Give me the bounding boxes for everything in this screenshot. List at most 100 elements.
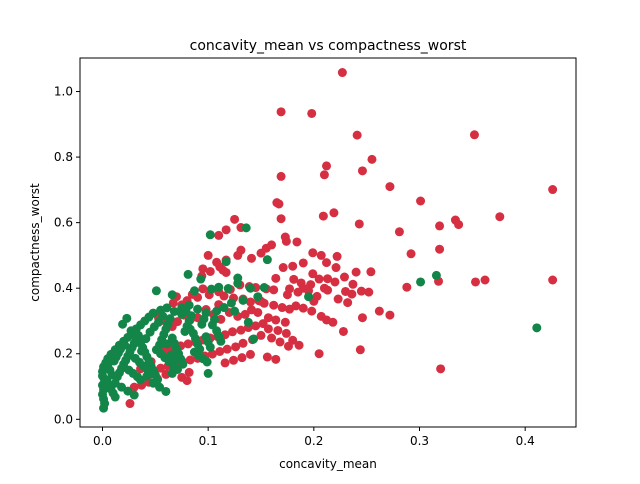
scatter-point xyxy=(249,334,259,344)
scatter-point xyxy=(316,250,326,260)
scatter-point xyxy=(220,358,230,368)
scatter-point xyxy=(126,326,136,336)
y-tick-label: 0.4 xyxy=(54,281,73,295)
scatter-point xyxy=(374,306,384,316)
scatter-point xyxy=(406,249,416,259)
x-tick-label: 0.2 xyxy=(304,434,323,448)
scatter-point xyxy=(256,248,266,258)
x-tick-label: 0.1 xyxy=(199,434,218,448)
scatter-point xyxy=(185,355,195,365)
scatter-point xyxy=(202,357,212,367)
scatter-point xyxy=(367,154,377,164)
scatter-point xyxy=(357,313,367,323)
scatter-point xyxy=(385,310,395,320)
y-tick-label: 0.6 xyxy=(54,216,73,230)
x-tick-label: 0.0 xyxy=(93,434,112,448)
scatter-point xyxy=(454,220,464,230)
scatter-point xyxy=(267,240,277,250)
scatter-point xyxy=(245,297,255,307)
scatter-point xyxy=(215,346,225,356)
scatter-point xyxy=(364,287,374,297)
scatter-point xyxy=(230,306,240,316)
scatter-point xyxy=(133,330,143,340)
scatter-point xyxy=(183,269,193,279)
scatter-point xyxy=(151,286,161,296)
scatter-point xyxy=(355,345,365,355)
scatter-point xyxy=(351,267,361,277)
scatter-point xyxy=(245,283,255,293)
scatter-point xyxy=(221,257,231,267)
scatter-point xyxy=(292,237,302,247)
scatter-point xyxy=(226,298,236,308)
scatter-point xyxy=(233,278,243,288)
scatter-point xyxy=(141,334,151,344)
scatter-point xyxy=(402,282,412,292)
scatter-point xyxy=(323,274,333,284)
y-tick-label: 1.0 xyxy=(54,85,73,99)
y-axis-label: compactness_worst xyxy=(28,183,42,302)
scatter-point xyxy=(307,306,317,316)
scatter-point xyxy=(212,306,222,316)
scatter-point xyxy=(495,212,505,222)
scatter-point xyxy=(304,292,314,302)
scatter-point xyxy=(343,298,353,308)
scatter-point xyxy=(271,273,281,283)
scatter-point xyxy=(161,386,171,396)
scatter-point xyxy=(271,315,281,325)
scatter-point xyxy=(314,349,324,359)
plot-frame xyxy=(79,57,577,428)
y-tick-label: 0.0 xyxy=(54,412,73,426)
scatter-point xyxy=(480,275,490,285)
scatter-point xyxy=(273,325,283,335)
scatter-point xyxy=(223,284,233,294)
scatter-point xyxy=(354,219,364,229)
scatter-point xyxy=(147,369,157,379)
scatter-point xyxy=(269,285,279,295)
scatter-point xyxy=(276,171,286,181)
scatter-point xyxy=(241,223,251,233)
scatter-point xyxy=(229,355,239,365)
scatter-point xyxy=(281,328,291,338)
scatter-point xyxy=(548,275,558,285)
scatter-point xyxy=(247,253,256,263)
scatter-point xyxy=(184,367,194,377)
scatter-point xyxy=(332,251,342,261)
scatter-point xyxy=(207,349,217,359)
scatter-point xyxy=(275,337,285,347)
scatter-point xyxy=(331,263,341,273)
scatter-point xyxy=(333,294,343,304)
scatter-point xyxy=(110,392,120,402)
scatter-point xyxy=(137,346,147,356)
scatter-point xyxy=(394,227,404,237)
scatter-point xyxy=(280,317,290,327)
scatter-point xyxy=(366,267,376,277)
scatter-point xyxy=(318,211,328,221)
scatter-point xyxy=(237,353,247,363)
scatter-point xyxy=(167,290,177,300)
scatter-point xyxy=(314,274,324,284)
scatter-point xyxy=(247,305,256,315)
scatter-point xyxy=(158,311,168,321)
scatter-point xyxy=(170,355,180,365)
y-tick-label: 0.2 xyxy=(54,347,73,361)
scatter-point xyxy=(281,236,291,246)
y-axis-ticks: 0.0 0.2 0.4 0.6 0.8 1.0 xyxy=(54,85,80,426)
scatter-point xyxy=(548,185,558,195)
x-tick-label: 0.3 xyxy=(410,434,429,448)
scatter-point xyxy=(238,338,248,348)
scatter-point xyxy=(436,364,446,374)
scatter-point xyxy=(245,349,255,359)
scatter-point xyxy=(337,68,347,78)
scatter-point xyxy=(319,283,329,293)
scatter-point xyxy=(122,313,132,323)
scatter-point xyxy=(183,339,193,349)
scatter-point xyxy=(253,292,263,302)
scatter-point xyxy=(205,266,215,276)
chart-title: concavity_mean vs compactness_worst xyxy=(190,38,467,54)
x-tick-label: 0.4 xyxy=(516,434,535,448)
scatter-point xyxy=(322,161,332,171)
scatter-point xyxy=(283,341,293,351)
y-tick-label: 0.8 xyxy=(54,150,73,164)
